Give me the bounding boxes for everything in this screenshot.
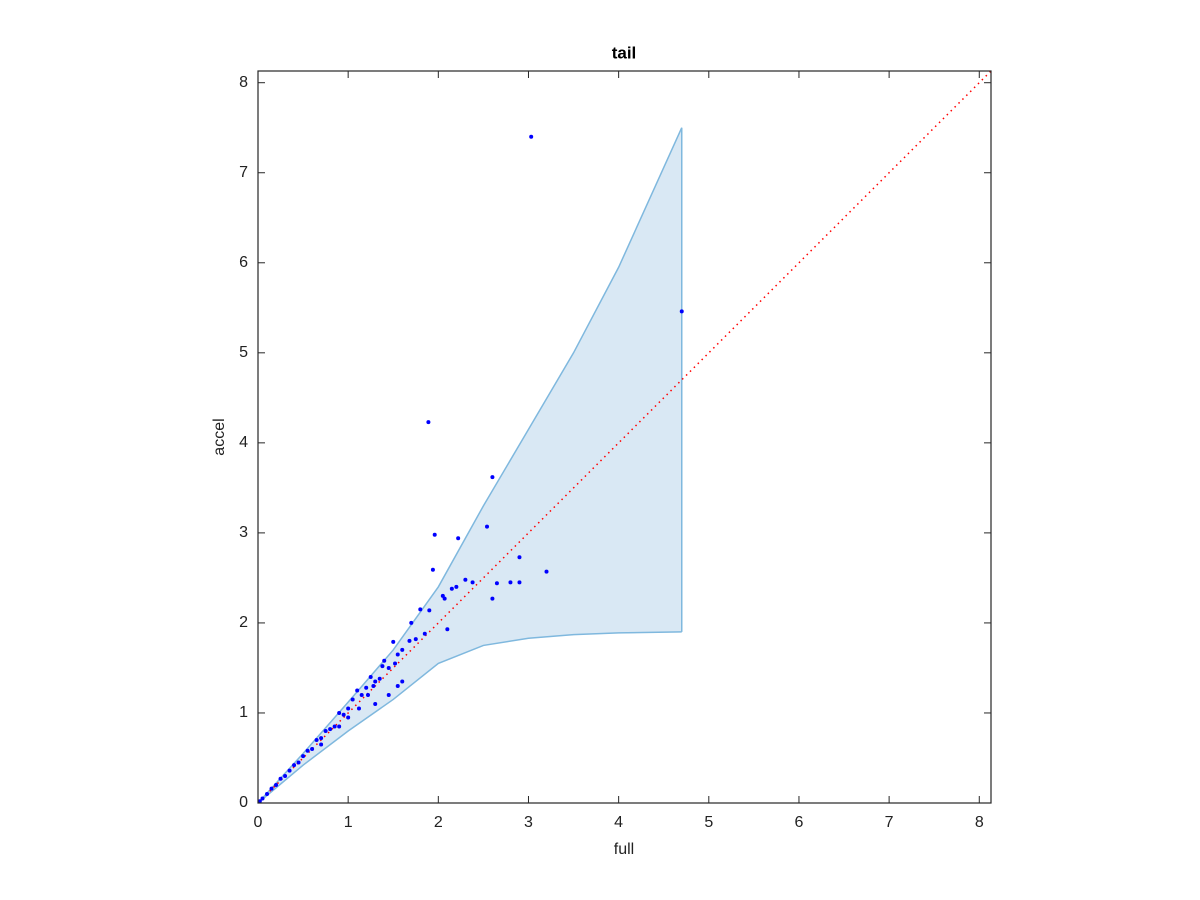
- data-point: [346, 715, 351, 720]
- data-point: [409, 620, 414, 625]
- data-point: [391, 639, 396, 644]
- x-tick-label: 8: [975, 814, 984, 831]
- data-point: [364, 685, 369, 690]
- data-point: [296, 760, 301, 765]
- x-tick-label: 0: [254, 814, 263, 831]
- y-axis-label: accel: [211, 418, 228, 455]
- x-tick-label: 6: [795, 814, 804, 831]
- reference-line: [257, 70, 992, 804]
- data-point: [494, 581, 499, 586]
- y-tick-label: 8: [239, 74, 248, 91]
- data-point: [350, 697, 355, 702]
- chart-title: tail: [612, 43, 637, 62]
- y-tick-label: 5: [239, 344, 248, 361]
- data-point: [413, 637, 418, 642]
- data-point: [380, 664, 385, 669]
- data-point: [274, 782, 279, 787]
- data-point: [490, 475, 495, 480]
- band-upper-edge: [257, 127, 683, 804]
- data-point: [470, 580, 475, 585]
- data-point: [422, 631, 427, 636]
- data-point: [386, 692, 391, 697]
- data-point: [463, 577, 468, 582]
- y-tick-label: 6: [239, 254, 248, 271]
- data-point: [356, 706, 361, 711]
- data-point: [386, 665, 391, 670]
- data-point: [368, 674, 373, 679]
- axes-box: [257, 70, 992, 804]
- data-point: [337, 724, 342, 729]
- data-point: [265, 791, 270, 796]
- y-tick-label: 3: [239, 524, 248, 541]
- data-point: [310, 746, 315, 751]
- data-point: [373, 701, 378, 706]
- data-point: [445, 627, 450, 632]
- data-point: [278, 776, 283, 781]
- data-point: [359, 692, 364, 697]
- x-tick-label: 4: [614, 814, 623, 831]
- data-point: [456, 536, 461, 541]
- data-point: [449, 586, 454, 591]
- data-point: [432, 532, 437, 537]
- data-point: [377, 676, 382, 681]
- data-point: [301, 754, 306, 759]
- data-point: [355, 688, 360, 693]
- data-point: [393, 661, 398, 666]
- data-point: [365, 692, 370, 697]
- y-tick-label: 2: [239, 614, 248, 631]
- data-point: [382, 658, 387, 663]
- data-point: [305, 748, 310, 753]
- data-point: [395, 652, 400, 657]
- band-lower-edge: [257, 631, 682, 804]
- data-point: [341, 712, 346, 717]
- data-point: [407, 638, 412, 643]
- data-point: [319, 736, 324, 741]
- data-point: [323, 728, 328, 733]
- data-point: [269, 786, 274, 791]
- data-point: [490, 596, 495, 601]
- data-point: [517, 580, 522, 585]
- y-tick-label: 7: [239, 164, 248, 181]
- y-tick-label: 4: [239, 434, 248, 451]
- data-point: [328, 727, 333, 732]
- data-point: [373, 679, 378, 684]
- x-tick-label: 5: [704, 814, 713, 831]
- data-point: [529, 134, 534, 139]
- data-point: [292, 763, 297, 768]
- data-point: [332, 724, 337, 729]
- y-tick-label: 0: [239, 794, 248, 811]
- data-point: [426, 420, 431, 425]
- y-tick-label: 1: [239, 704, 248, 721]
- data-point: [400, 647, 405, 652]
- data-point: [346, 706, 351, 711]
- data-point: [517, 555, 522, 560]
- x-tick-label: 2: [434, 814, 443, 831]
- x-tick-label: 1: [344, 814, 353, 831]
- x-tick-label: 7: [885, 814, 894, 831]
- x-tick-label: 3: [524, 814, 533, 831]
- data-point: [427, 608, 432, 613]
- data-point: [283, 773, 288, 778]
- data-point: [508, 580, 513, 585]
- data-point: [371, 683, 376, 688]
- data-point: [260, 796, 265, 801]
- data-point: [544, 569, 549, 574]
- data-point: [319, 742, 324, 747]
- data-point: [485, 524, 490, 529]
- data-point: [395, 683, 400, 688]
- data-point: [430, 567, 435, 572]
- data-point: [454, 584, 459, 589]
- data-point: [400, 679, 405, 684]
- data-point: [418, 607, 423, 612]
- data-point: [257, 799, 262, 804]
- data-point: [314, 737, 319, 742]
- x-axis-label: full: [614, 841, 634, 858]
- data-point: [442, 596, 447, 601]
- data-point: [287, 768, 292, 773]
- data-point: [337, 710, 342, 715]
- data-point: [679, 309, 684, 314]
